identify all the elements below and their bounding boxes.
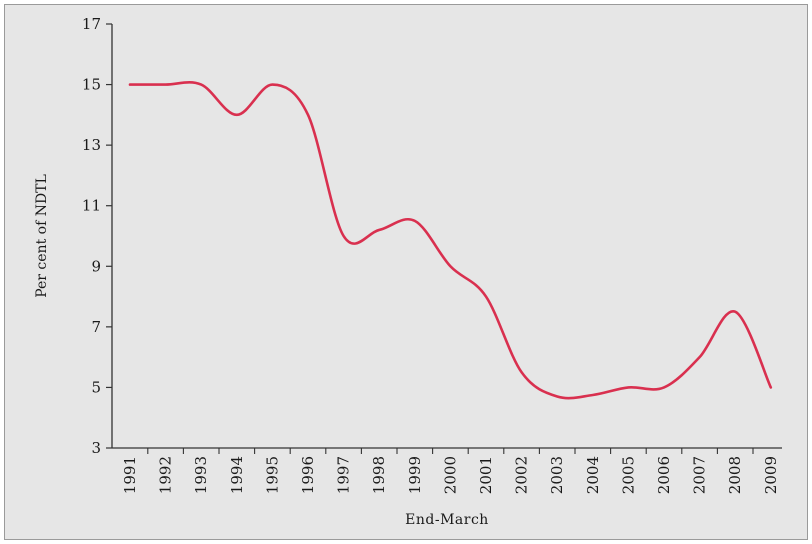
y-axis-title: Per cent of NDTL [34, 174, 50, 298]
x-tick-label: 1998 [370, 456, 388, 494]
x-tick-label: 2001 [477, 456, 495, 494]
x-tick-label: 2009 [762, 456, 780, 494]
x-tick-label: 2006 [655, 456, 673, 494]
x-tick-label: 1992 [157, 456, 175, 494]
y-tick-label: 13 [82, 136, 101, 154]
y-tick-label: 17 [82, 15, 101, 33]
y-tick-label: 9 [91, 257, 101, 275]
x-tick-label: 2008 [726, 456, 744, 494]
y-tick-label: 5 [91, 378, 101, 396]
y-tick-label: 7 [91, 318, 101, 336]
x-axis-title: End-March [405, 512, 489, 528]
y-tick-label: 11 [82, 197, 101, 215]
series-group [128, 81, 773, 400]
x-tick-label: 2000 [441, 456, 459, 494]
x-tick-label: 1994 [228, 456, 246, 494]
x-tick-label: 1991 [121, 456, 139, 494]
chart-frame [4, 4, 808, 540]
series-line [128, 81, 773, 400]
x-tick-label: 1996 [299, 456, 317, 494]
x-tick-label: 1999 [406, 456, 424, 494]
y-tick-label: 3 [91, 439, 101, 457]
x-tick-label: 2003 [548, 456, 566, 494]
y-tick-label: 15 [82, 76, 101, 94]
x-tick-label: 1997 [335, 456, 353, 494]
x-axis: 1991 1992 1993 1994 1995 1996 1997 1998 1999 2000… [112, 447, 782, 494]
x-tick-label: 2004 [584, 456, 602, 494]
x-tick-label: 2007 [691, 456, 709, 494]
x-tick-label: 1993 [192, 456, 210, 494]
x-tick-label: 1995 [263, 456, 281, 494]
x-tick-label: 2002 [513, 456, 531, 494]
y-axis: 3 5 7 9 11 13 15 17 [82, 15, 113, 457]
x-tick-label: 2005 [619, 456, 637, 494]
